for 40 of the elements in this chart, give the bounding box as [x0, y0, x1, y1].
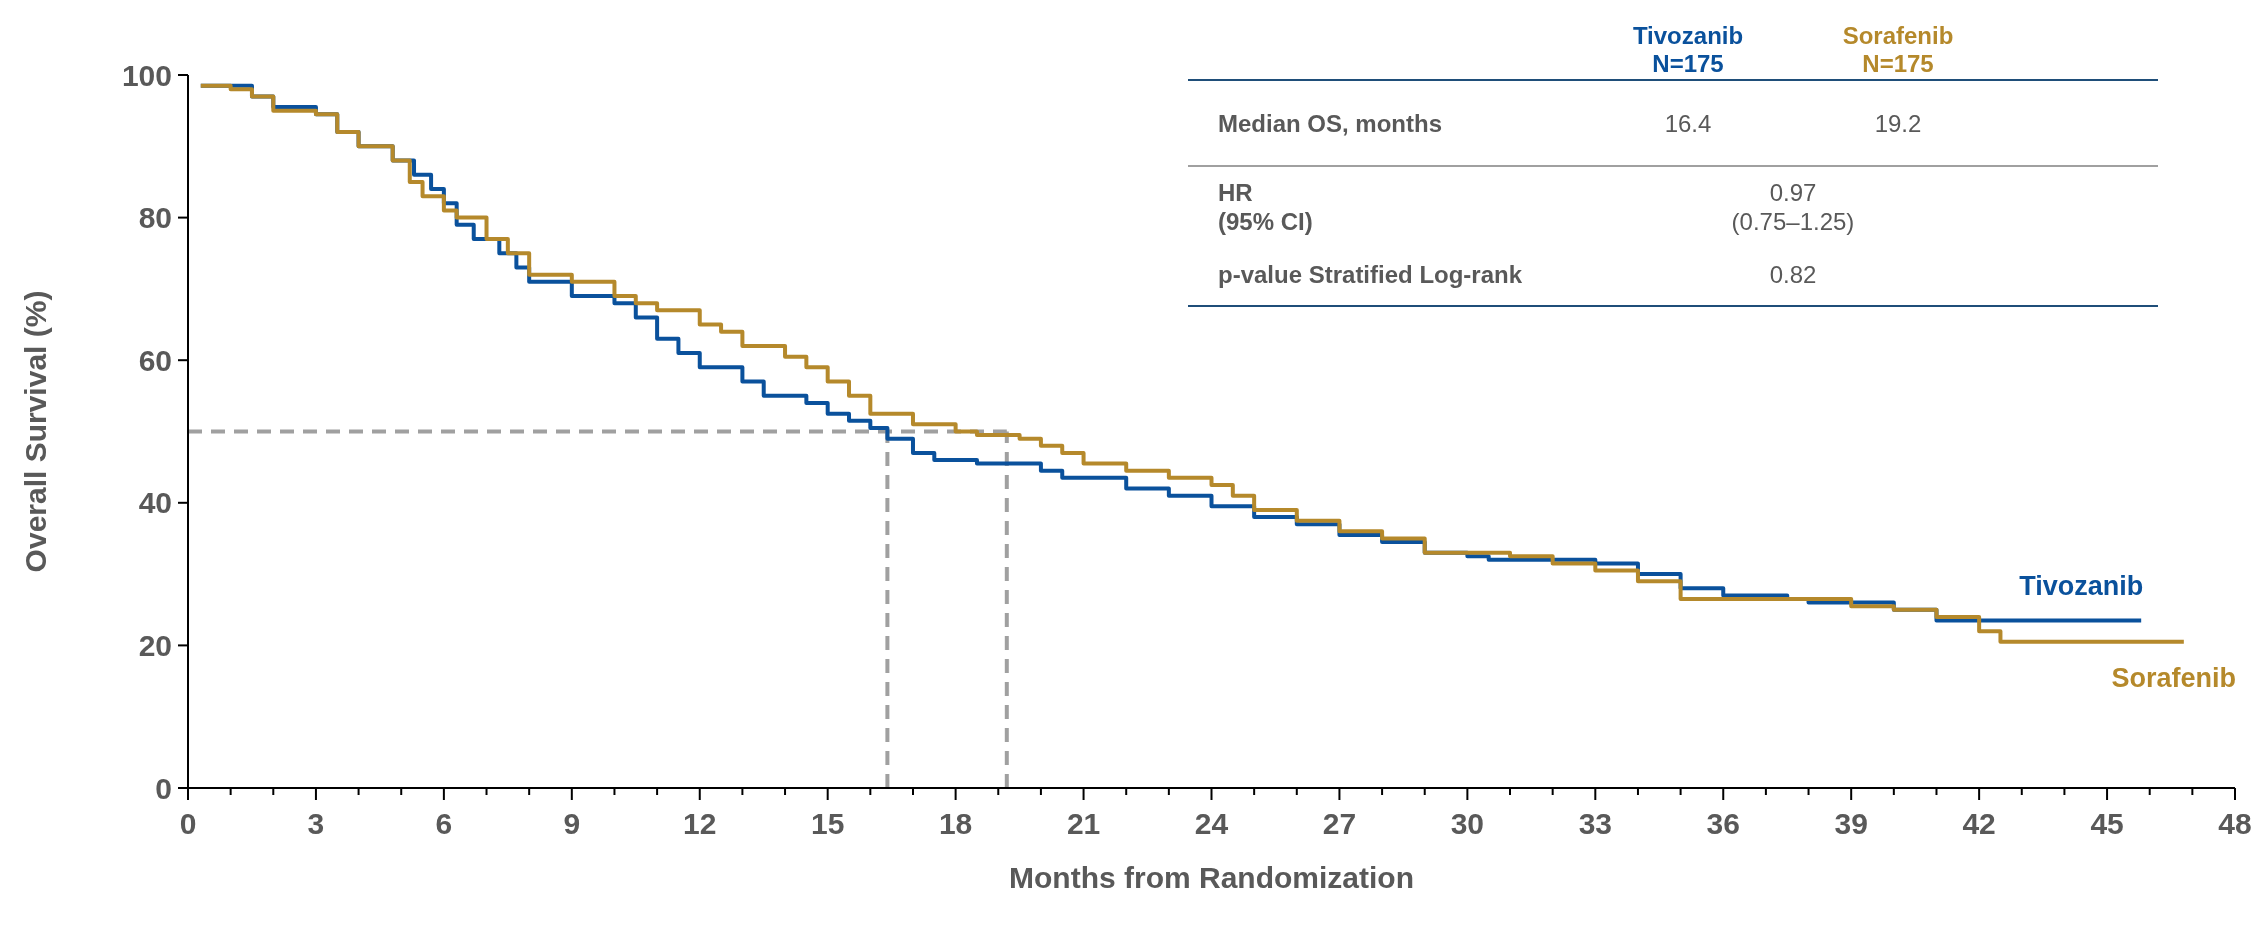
annotation: N=175: [1862, 50, 1934, 77]
annotation: 19.2: [1874, 110, 1922, 137]
x-tick-label: 45: [2090, 807, 2124, 840]
x-tick-label: 42: [1962, 807, 1996, 840]
annotation: 0.82: [1769, 261, 1817, 288]
x-tick-label: 30: [1450, 807, 1485, 840]
x-tick-label: 21: [1066, 807, 1101, 840]
y-tick-label: 0: [155, 771, 172, 805]
series-label: Sorafenib: [2111, 662, 2237, 693]
x-axis-title: Months from Randomization: [1009, 861, 1414, 894]
x-tick-label: 39: [1834, 807, 1868, 840]
y-tick-label: 40: [138, 486, 172, 520]
y-tick-label: 20: [138, 628, 172, 662]
annotation: Median OS, months: [1218, 110, 1443, 137]
x-tick-label: 3: [307, 807, 325, 840]
annotation: HR: [1218, 179, 1253, 206]
text: Sorafenib: [1842, 22, 1954, 49]
y-axis-title: Overall Survival (%): [19, 290, 52, 573]
x-tick-label: 12: [683, 807, 717, 840]
x-tick-label: 15: [811, 807, 845, 840]
text: Tivozanib: [1632, 22, 1744, 49]
x-tick-label: 9: [563, 807, 581, 840]
x-tick-label: 36: [1706, 807, 1740, 840]
x-tick-label: 6: [435, 807, 453, 840]
x-tick-label: 24: [1194, 807, 1229, 840]
y-tick-label: 60: [138, 343, 172, 377]
y-tick-label: 80: [138, 201, 172, 235]
x-tick-label: 48: [2218, 807, 2252, 840]
annotation: 0.97: [1769, 179, 1817, 206]
annotation: 16.4: [1664, 110, 1712, 137]
series-label: Tivozanib: [2019, 571, 2144, 602]
annotation: N=175: [1652, 50, 1724, 77]
x-tick-label: 18: [938, 807, 973, 840]
x-tick-label: 33: [1578, 807, 1612, 840]
annotation: (95% CI): [1218, 208, 1313, 235]
y-tick-label: 100: [121, 58, 172, 92]
annotation: (0.75–1.25): [1731, 208, 1855, 235]
x-tick-label: 27: [1322, 807, 1357, 840]
x-tick-label: 0: [179, 807, 197, 840]
annotation: p-value Stratified Log-rank: [1218, 261, 1523, 288]
